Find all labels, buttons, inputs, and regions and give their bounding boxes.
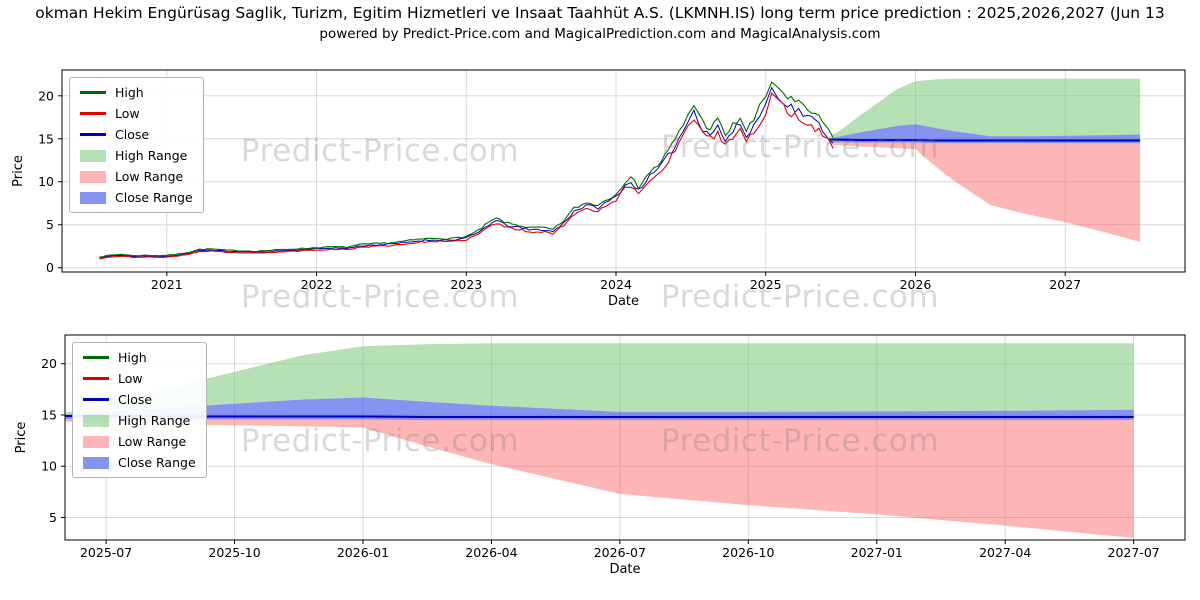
legend-item-high: High <box>80 84 193 101</box>
legend-item-low-range: Low Range <box>80 168 193 185</box>
y-tick-label: 5 <box>49 510 57 525</box>
plot-border <box>64 334 1186 541</box>
close-range-band <box>65 397 1134 421</box>
legend-zoom-chart: High Low Close High Range Low Range Close Ran… <box>72 342 207 478</box>
legend-label: Low <box>118 371 143 386</box>
page-subtitle: powered by Predict-Price.com and Magical… <box>319 26 881 42</box>
legend-item-low-range: Low Range <box>83 433 196 450</box>
x-tick-label: 2026-04 <box>465 545 517 560</box>
high-line <box>99 81 834 258</box>
legend-item-high-range: High Range <box>83 412 196 429</box>
y-tick-label: 20 <box>41 356 57 371</box>
x-tick-label: 2027-01 <box>851 545 903 560</box>
legend-item-low: Low <box>83 370 196 387</box>
y-axis-label: Price <box>11 155 26 187</box>
high-swatch <box>83 356 109 359</box>
legend-label: Close <box>118 392 153 407</box>
high-range-swatch <box>83 414 109 427</box>
legend-item-close-range: Close Range <box>80 189 193 206</box>
legend-item-high: High <box>83 349 196 366</box>
legend-label: Low Range <box>118 434 187 449</box>
legend-item-low: Low <box>80 105 193 122</box>
close-range-swatch <box>80 191 106 204</box>
axis-ticks: 2025-07 2025-10 2026-01 2026-04 2026-07 2026-… <box>41 356 1160 560</box>
x-tick-label: 2027 <box>1049 277 1081 292</box>
legend-label: High Range <box>118 413 191 428</box>
x-axis-label: Date <box>609 562 640 577</box>
forecast-close-line <box>65 415 1134 418</box>
y-tick-label: 10 <box>41 459 57 474</box>
x-tick-label: 2023 <box>450 277 482 292</box>
x-tick-label: 2027-07 <box>1108 545 1160 560</box>
low-range-band <box>828 142 1141 242</box>
x-tick-label: 2025-10 <box>208 545 260 560</box>
low-swatch <box>80 112 106 115</box>
x-tick-label: 2026-01 <box>337 545 389 560</box>
y-axis-label: Price <box>14 422 29 454</box>
high-swatch <box>80 91 106 94</box>
close-line <box>99 86 834 259</box>
legend-label: High <box>115 85 144 100</box>
x-tick-label: 2022 <box>301 277 333 292</box>
main-chart: 2021 2022 2023 2024 2025 2026 2027 0 5 10 15 20 Date… <box>11 69 1186 309</box>
axis-ticks: 2021 2022 2023 2024 2025 2026 2027 0 5 10 15 20 <box>38 88 1081 292</box>
close-range-swatch <box>83 456 109 469</box>
high-range-swatch <box>80 149 106 162</box>
legend-item-close-range: Close Range <box>83 454 196 471</box>
close-swatch <box>80 133 106 136</box>
low-range-swatch <box>80 170 106 183</box>
x-tick-label: 2026 <box>900 277 932 292</box>
x-tick-label: 2025-07 <box>80 545 132 560</box>
low-range-swatch <box>83 435 109 448</box>
y-tick-label: 15 <box>41 407 57 422</box>
legend-label: Close Range <box>118 455 196 470</box>
legend-item-high-range: High Range <box>80 147 193 164</box>
low-line <box>99 92 834 260</box>
zoom-chart: 2025-07 2025-10 2026-01 2026-04 2026-07 2026-… <box>14 334 1186 577</box>
y-tick-label: 20 <box>38 88 54 103</box>
close-range-band <box>828 124 1141 144</box>
low-swatch <box>83 377 109 380</box>
y-tick-label: 15 <box>38 131 54 146</box>
y-tick-label: 0 <box>46 260 54 275</box>
low-range-band <box>65 419 1134 538</box>
legend-label: High Range <box>115 148 188 163</box>
legend-main-chart: High Low Close High Range Low Range Close Ran… <box>69 77 204 213</box>
y-tick-label: 5 <box>46 217 54 232</box>
legend-label: Close <box>115 127 150 142</box>
x-tick-label: 2025 <box>750 277 782 292</box>
close-swatch <box>83 398 109 401</box>
legend-item-close: Close <box>83 391 196 408</box>
legend-label: Close Range <box>115 190 193 205</box>
legend-label: Low Range <box>115 169 184 184</box>
high-range-band <box>65 343 1134 415</box>
legend-label: Low <box>115 106 140 121</box>
x-tick-label: 2024 <box>600 277 632 292</box>
high-range-band <box>828 78 1141 139</box>
legend-label: High <box>118 350 147 365</box>
x-tick-label: 2026-07 <box>594 545 646 560</box>
plot-border <box>61 69 1186 273</box>
forecast-close-line <box>828 138 1141 142</box>
legend-item-close: Close <box>80 126 193 143</box>
x-tick-label: 2021 <box>151 277 183 292</box>
x-tick-label: 2026-10 <box>722 545 774 560</box>
page-title: okman Hekim Engürüsag Saglik, Turizm, Eg… <box>35 4 1165 22</box>
x-axis-label: Date <box>608 294 639 309</box>
y-tick-label: 10 <box>38 174 54 189</box>
x-tick-label: 2027-04 <box>979 545 1031 560</box>
